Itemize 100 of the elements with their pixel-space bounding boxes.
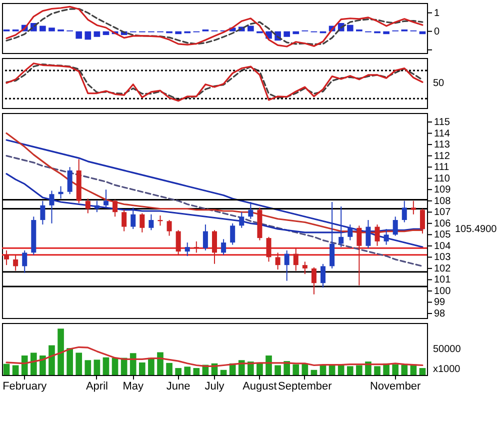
candlestick (284, 250, 290, 282)
bar (284, 31, 290, 37)
x-tick-label: May (122, 380, 144, 392)
bar (383, 31, 390, 34)
bar (292, 31, 300, 34)
text: 105.4900 (455, 224, 498, 236)
candlestick (248, 201, 254, 220)
bar (392, 364, 399, 375)
candlestick (239, 212, 244, 228)
candlestick (293, 248, 298, 272)
bar (84, 360, 92, 375)
candlestick (49, 190, 54, 224)
candlestick (166, 220, 172, 236)
y-tick-label: 115 (434, 117, 450, 128)
y-tick-label: 0 (434, 26, 440, 38)
text: 50000 (433, 344, 462, 355)
y-tick-label: 109 (434, 184, 452, 196)
y-tick-label: 100 (434, 286, 452, 297)
y-tick-label: 111 (434, 162, 450, 174)
candlestick (40, 200, 46, 226)
y-tick-label: 107 (434, 207, 452, 218)
x-tick-label: November (370, 380, 422, 392)
bar (248, 26, 254, 32)
y-tick-label: 110 (434, 173, 450, 184)
candlestick (202, 224, 208, 251)
x-tick-label: August (242, 380, 277, 392)
y-tick-label: 108 (434, 196, 452, 207)
candlestick (330, 201, 335, 269)
bar (193, 368, 200, 375)
candlestick (420, 208, 425, 234)
bar (310, 370, 318, 375)
bar (338, 365, 344, 375)
y-tick-label: 99 (434, 297, 446, 308)
bar (184, 366, 191, 375)
y-tick-label: 104 (434, 240, 452, 252)
bar (58, 328, 64, 375)
candlestick (22, 250, 28, 274)
bar (102, 357, 110, 375)
candlestick (348, 224, 353, 241)
bar (40, 356, 46, 375)
bar (94, 360, 100, 375)
bar (401, 364, 408, 375)
candlestick (13, 254, 18, 272)
bar (148, 358, 154, 375)
bar (40, 26, 46, 32)
bar (346, 24, 354, 32)
candlestick (384, 228, 389, 246)
bar (292, 364, 300, 375)
candlestick (392, 216, 398, 236)
candlestick (212, 230, 217, 264)
bar (346, 366, 354, 375)
bar (12, 365, 19, 375)
candlestick (366, 220, 371, 249)
text: x1000 (433, 364, 461, 375)
candlestick (338, 206, 344, 248)
bar (112, 358, 118, 375)
x-tick-label: April (86, 380, 108, 392)
y-tick-label: 106 (434, 218, 452, 230)
y-tick-label: 103 (434, 252, 452, 264)
candlestick (148, 214, 154, 231)
candlestick (85, 198, 90, 214)
bar (30, 352, 37, 375)
bar (94, 31, 100, 37)
bar (138, 362, 146, 375)
candlestick (302, 261, 308, 275)
candlestick (103, 189, 108, 208)
candlestick (266, 236, 272, 262)
bar (84, 31, 92, 40)
y-tick-label: 98 (434, 308, 446, 320)
candlestick (275, 252, 280, 270)
bar (419, 368, 426, 375)
x-tick-label: July (204, 380, 225, 392)
bar (157, 352, 164, 375)
candlestick (112, 199, 118, 218)
y-tick-label: 101 (434, 274, 452, 286)
candlestick (410, 200, 416, 215)
candlestick (130, 207, 136, 230)
bar (48, 345, 55, 375)
line-series (6, 155, 424, 267)
bar (166, 362, 172, 375)
bar (274, 365, 281, 375)
bar (3, 364, 10, 375)
bar (76, 352, 82, 375)
candlestick (320, 263, 326, 288)
bar (256, 362, 263, 375)
candlestick (184, 242, 190, 257)
candlestick (122, 209, 127, 232)
bar (21, 356, 28, 375)
bar (356, 365, 362, 375)
candlestick (356, 225, 362, 286)
candlestick (230, 222, 236, 246)
bar (374, 366, 380, 375)
candlestick (176, 230, 181, 256)
x-tick-label: February (2, 380, 48, 392)
bar (220, 370, 227, 375)
bar (66, 348, 73, 375)
bar (130, 353, 136, 375)
bar (266, 356, 272, 375)
candlestick (374, 224, 380, 246)
y-tick-label: 102 (434, 263, 452, 274)
